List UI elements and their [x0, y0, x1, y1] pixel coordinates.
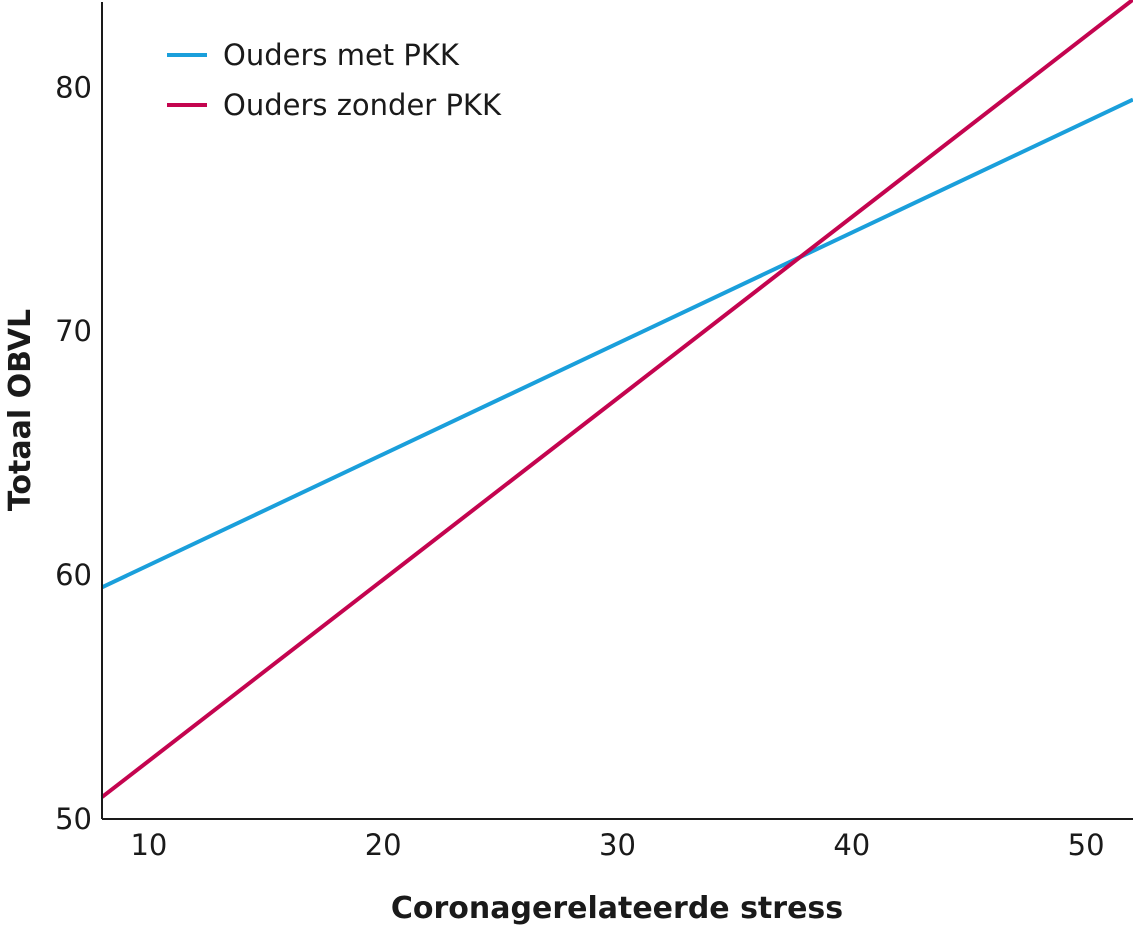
- y-axis-title: Totaal OBVL: [3, 309, 38, 511]
- x-tick-label: 10: [130, 828, 167, 862]
- x-tick-label: 30: [599, 828, 636, 862]
- series-line-2: [100, 0, 1133, 799]
- y-tick-label: 80: [55, 70, 92, 104]
- legend-label-1: Ouders met PKK: [223, 38, 460, 72]
- x-tick-label: 20: [365, 828, 402, 862]
- plot-lines: [100, 0, 1133, 799]
- x-axis-title: Coronagerelateerde stress: [391, 891, 843, 926]
- x-tick-labels: 10 20 30 40 50: [130, 828, 1104, 862]
- y-tick-label: 70: [55, 314, 92, 348]
- legend: Ouders met PKK Ouders zonder PKK: [167, 38, 502, 122]
- legend-label-2: Ouders zonder PKK: [223, 88, 502, 122]
- y-tick-labels: 50 60 70 80: [55, 70, 92, 836]
- x-tick-label: 50: [1068, 828, 1105, 862]
- y-tick-label: 50: [55, 802, 92, 836]
- y-tick-label: 60: [55, 558, 92, 592]
- series-line-1: [101, 97, 1133, 590]
- x-tick-label: 40: [833, 828, 870, 862]
